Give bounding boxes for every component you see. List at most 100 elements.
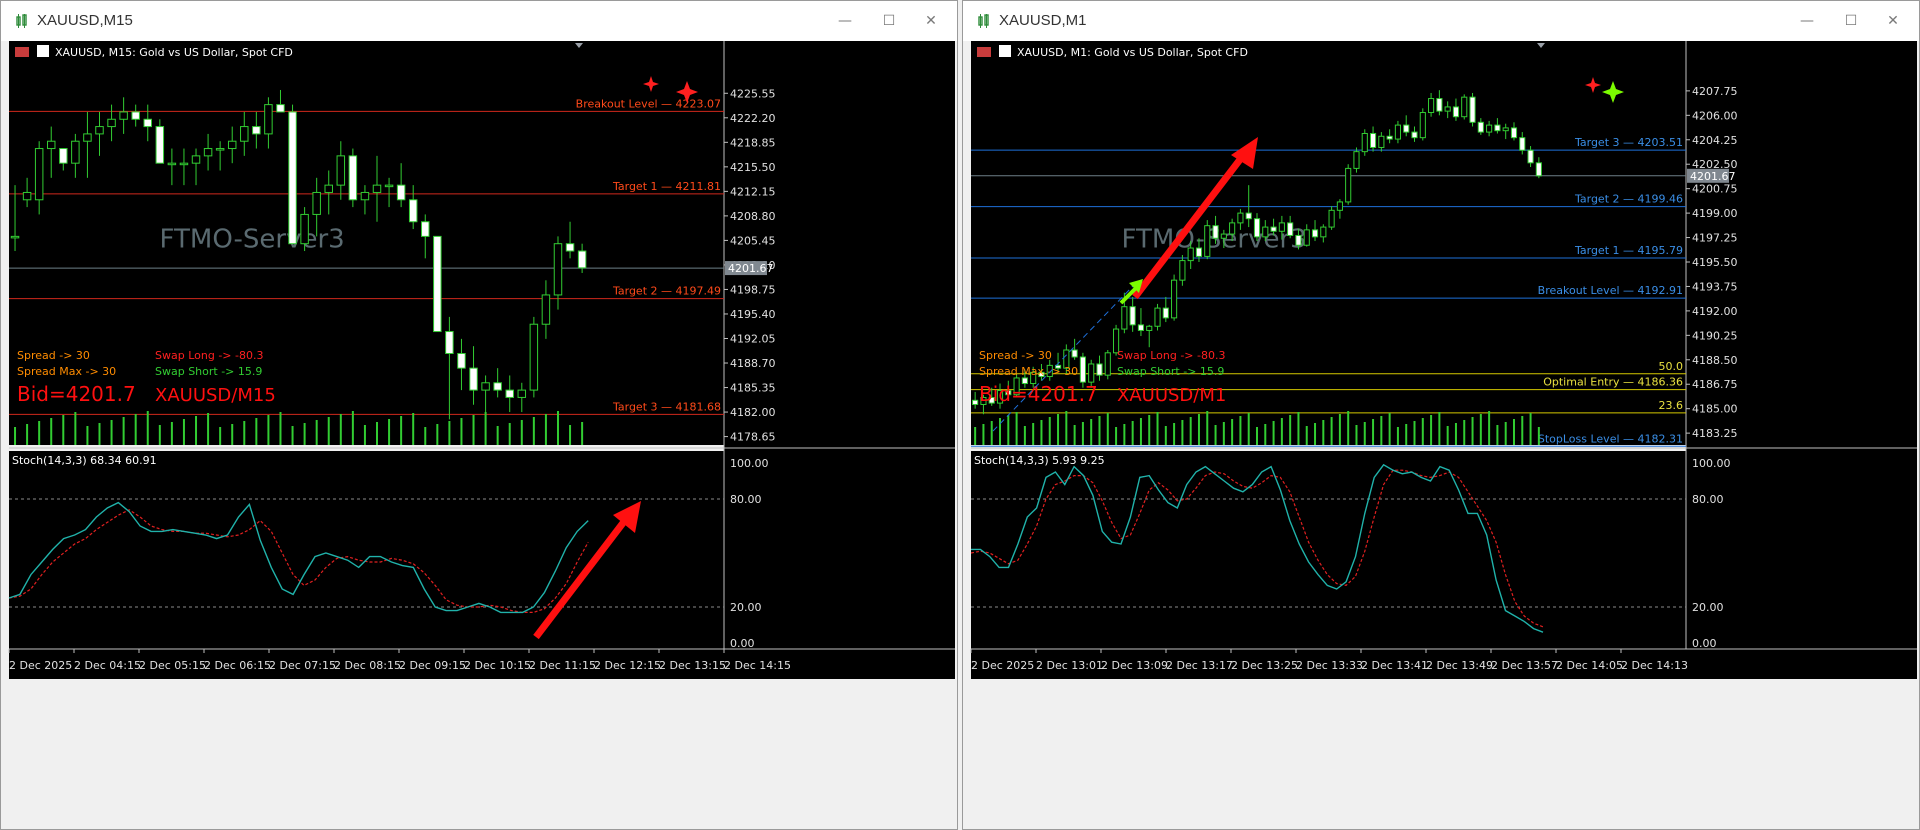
candle-body: [1162, 307, 1169, 319]
candle-body: [1220, 233, 1227, 239]
swap-long-label: Swap Long -> -80.3: [1117, 349, 1225, 362]
candle-body: [1494, 124, 1501, 132]
candle-body: [1428, 98, 1435, 114]
candle-body: [1270, 226, 1277, 232]
candle-body: [541, 294, 551, 325]
close-icon[interactable]: ✕: [1887, 13, 1899, 29]
flag-icon: [15, 47, 29, 57]
spread-max-label: Spread Max -> 30: [17, 365, 116, 378]
x-tick-label: 2 Dec 13:15: [659, 659, 726, 672]
candle-body: [553, 243, 563, 296]
candle-body: [1386, 135, 1393, 140]
candle-body: [1378, 135, 1385, 148]
candle-body: [83, 133, 92, 142]
y-tick-label: 4188.50: [1692, 354, 1738, 367]
x-tick-label: 2 Dec 10:15: [464, 659, 531, 672]
time-axis-panel: [9, 649, 955, 679]
y-tick-label: 4188.70: [730, 357, 776, 370]
price-chart-m15[interactable]: 4225.55 4222.20 4218.85 4215.50 4212.15 4208.…: [1, 41, 955, 827]
y-tick-label: 4185.00: [1692, 403, 1738, 416]
close-icon[interactable]: ✕: [925, 13, 937, 29]
entry-arrow-head: [1129, 279, 1143, 293]
candle-body: [1419, 112, 1426, 139]
candle-body: [457, 353, 466, 369]
price-axis-panel: [724, 41, 955, 649]
x-tick-label: 2 Dec 13:25: [1231, 659, 1298, 672]
minimize-icon[interactable]: —: [1800, 13, 1814, 29]
level-label: Target 3 — 4181.68: [612, 400, 721, 413]
bid-display: Bid=4201.7: [979, 382, 1098, 406]
y-tick-label: 4195.40: [730, 308, 776, 321]
fib-label: 23.6: [1659, 399, 1684, 412]
candle-body: [71, 140, 80, 164]
candle-body: [22, 191, 32, 201]
candle-body: [143, 118, 152, 128]
candle-body: [408, 199, 418, 223]
level-label: Target 1 — 4195.79: [1574, 244, 1683, 257]
candle-body: [360, 191, 370, 201]
stoch-tick-label: 20.00: [1692, 601, 1724, 614]
trend-arrow: [533, 516, 629, 640]
level-label: Target 2 — 4199.46: [1574, 193, 1683, 206]
candle-body: [131, 111, 140, 120]
candle-body: [1154, 307, 1161, 327]
candle-body: [384, 184, 394, 188]
projection-line: [992, 285, 1134, 432]
stoch-main-line: [8, 501, 589, 614]
stoch-signal-line: [8, 509, 589, 614]
y-tick-label: 4193.75: [1692, 280, 1738, 293]
x-tick-label: 2 Dec 13:41: [1361, 659, 1428, 672]
candle-body: [1204, 225, 1211, 257]
level-label: Target 1 — 4211.81: [612, 180, 721, 193]
window-titlebar[interactable]: XAUUSD,M15 — ☐ ✕: [1, 1, 957, 41]
level-label: Target 2 — 4197.49: [612, 285, 721, 298]
symbol-timeframe: XAUUSD/M1: [1117, 385, 1226, 406]
minimize-icon[interactable]: —: [838, 13, 852, 29]
y-tick-label: 4207.75: [1692, 85, 1738, 98]
x-tick-label: 2 Dec 13:01: [1036, 659, 1103, 672]
candle-body: [1345, 167, 1352, 203]
calendar-icon: [37, 45, 49, 57]
candle-body: [1129, 306, 1136, 326]
chart-candles-icon: [16, 14, 27, 28]
candle-body: [155, 126, 165, 164]
x-tick-label: 2 Dec 04:15: [74, 659, 141, 672]
swap-long-label: Swap Long -> -80.3: [155, 349, 263, 362]
y-tick-label: 4212.15: [730, 185, 776, 198]
candle-body: [1287, 222, 1294, 236]
fib-label: Optimal Entry — 4186.36: [1543, 376, 1683, 389]
candle-body: [980, 397, 987, 405]
price-chart-m1[interactable]: 4207.75 4206.00 4204.25 4202.50 4200.75 4199.…: [963, 41, 1917, 827]
price-axis-panel: [1686, 41, 1917, 649]
candle-body: [348, 155, 358, 201]
chart-window-m15[interactable]: XAUUSD,M15 — ☐ ✕ 4225.55 4222.20 4218.85 42…: [0, 0, 958, 830]
candle-body: [240, 126, 249, 142]
calendar-icon: [999, 45, 1011, 57]
candle-body: [421, 221, 430, 237]
candle-body: [517, 389, 527, 398]
x-tick-label: 2 Dec 06:15: [204, 659, 271, 672]
x-tick-label: 2 Dec 09:15: [399, 659, 466, 672]
maximize-icon[interactable]: ☐: [882, 13, 896, 29]
bid-price-box: [725, 261, 767, 276]
bid-price-box: [1687, 168, 1729, 183]
stoch-tick-label: 80.00: [1692, 493, 1724, 506]
candle-body: [10, 235, 20, 239]
collapse-icon: [1537, 43, 1545, 48]
spread-max-label: Spread Max -> 30: [979, 365, 1078, 378]
x-tick-label: 2 Dec 13:33: [1296, 659, 1363, 672]
chart-candles-icon: [978, 14, 989, 28]
candle-body: [577, 250, 587, 269]
candle-body: [336, 155, 346, 186]
window-titlebar[interactable]: XAUUSD,M1 — ☐ ✕: [963, 1, 1919, 41]
x-tick-label: 2 Dec 14:15: [724, 659, 791, 672]
maximize-icon[interactable]: ☐: [1844, 13, 1858, 29]
y-tick-label: 4218.85: [730, 136, 776, 149]
candle-body: [300, 213, 309, 245]
chart-window-m1[interactable]: XAUUSD,M1 — ☐ ✕ 4207.75 4206.00 4204.25 420…: [962, 0, 1920, 830]
stoch-tick-label: 80.00: [730, 493, 762, 506]
spread-label: Spread -> 30: [17, 349, 90, 362]
star-marker: [676, 81, 698, 103]
x-tick-label: 2 Dec 13:09: [1101, 659, 1168, 672]
symbol-timeframe: XAUUSD/M15: [155, 385, 276, 406]
